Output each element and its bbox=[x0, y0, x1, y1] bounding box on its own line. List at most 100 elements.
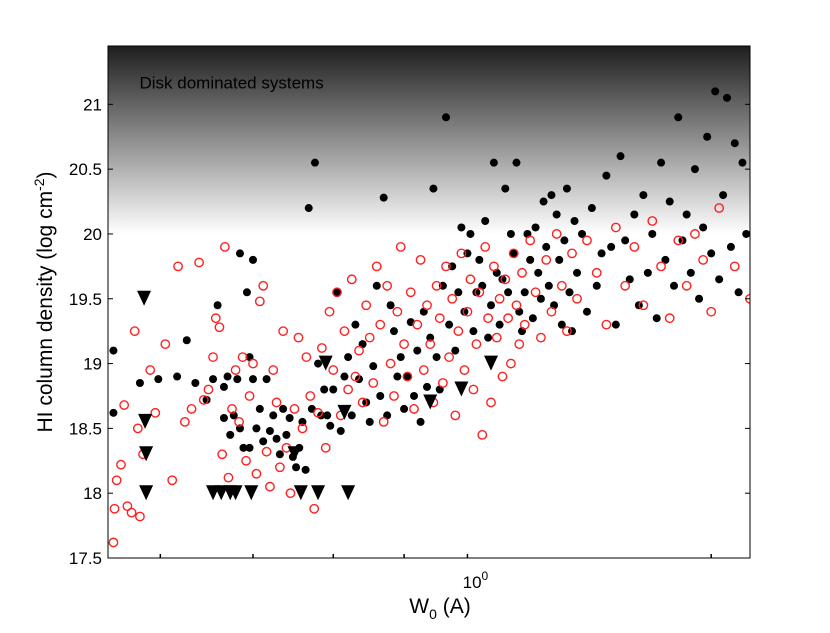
open-circle-point bbox=[179, 416, 190, 427]
filled-circle-point bbox=[534, 268, 543, 277]
filled-circle-point bbox=[248, 255, 257, 264]
open-circle-point bbox=[422, 300, 432, 311]
filled-circle-point bbox=[304, 204, 313, 213]
upper-limit-triangle-point bbox=[228, 485, 243, 501]
open-circle-point bbox=[395, 242, 406, 252]
upper-limit-triangle-point bbox=[139, 446, 154, 462]
open-circle-point bbox=[582, 235, 592, 246]
filled-circle-point bbox=[652, 314, 661, 323]
filled-circle-point bbox=[320, 385, 329, 394]
upper-limit-triangle-point bbox=[341, 485, 356, 501]
open-circle-point bbox=[132, 423, 143, 434]
upper-limit-triangle-point bbox=[423, 394, 438, 410]
filled-circle-point bbox=[723, 93, 732, 102]
open-circle-point bbox=[681, 280, 692, 291]
open-circle-point bbox=[497, 371, 508, 382]
open-circle-point bbox=[261, 446, 272, 457]
filled-circle-point bbox=[255, 404, 264, 413]
open-circle-point bbox=[346, 274, 357, 285]
open-circle-point bbox=[219, 242, 230, 252]
y-tick-label: 20.5 bbox=[69, 160, 102, 179]
upper-limit-triangle-point bbox=[287, 446, 302, 462]
filled-circle-point bbox=[457, 223, 466, 232]
open-circle-point bbox=[368, 378, 379, 388]
upper-limit-triangle-point bbox=[244, 485, 259, 501]
open-circle-point bbox=[271, 397, 282, 408]
filled-circle-point bbox=[512, 158, 521, 167]
filled-circle-point bbox=[259, 437, 268, 446]
filled-circle-point bbox=[542, 242, 551, 251]
filled-circle-point bbox=[182, 336, 191, 345]
open-circle-point bbox=[244, 391, 255, 401]
filled-circle-point bbox=[386, 301, 395, 310]
filled-circle-point bbox=[489, 158, 498, 167]
filled-circle-point bbox=[282, 430, 291, 439]
filled-circle-point bbox=[154, 375, 163, 384]
filled-circle-point bbox=[711, 87, 720, 96]
annotation-disk-dominated: Disk dominated systems bbox=[139, 73, 323, 92]
y-tick-label: 19.5 bbox=[69, 290, 102, 309]
filled-circle-point bbox=[347, 411, 356, 420]
open-circle-point bbox=[389, 391, 399, 401]
filled-circle-point bbox=[592, 281, 601, 290]
plot-area bbox=[107, 45, 751, 559]
filled-circle-point bbox=[520, 288, 529, 297]
open-circle-point bbox=[456, 248, 467, 259]
y-axis-ticks: 17.5 18 18.5 19 19.5 20 20.5 21 bbox=[69, 95, 750, 568]
open-circle-point bbox=[450, 410, 461, 421]
filled-circle-point bbox=[715, 275, 724, 284]
open-circle-point bbox=[385, 358, 396, 369]
open-circle-point bbox=[217, 449, 228, 460]
filled-circle-point bbox=[547, 191, 556, 200]
filled-circle-point bbox=[310, 158, 319, 167]
open-circle-point bbox=[119, 400, 130, 410]
upper-limit-triangle-point bbox=[318, 355, 333, 371]
filled-circle-point bbox=[275, 450, 284, 459]
open-circle-point bbox=[289, 404, 300, 414]
open-circle-point bbox=[150, 407, 161, 418]
filled-circle-point bbox=[695, 294, 704, 303]
filled-circle-point bbox=[239, 443, 248, 452]
open-circle-point bbox=[402, 371, 413, 382]
filled-circle-point bbox=[248, 375, 257, 384]
open-circle-point bbox=[223, 472, 234, 483]
open-circle-point bbox=[354, 345, 364, 356]
filled-circle-point bbox=[451, 346, 460, 355]
filled-circle-point bbox=[223, 372, 232, 381]
filled-circle-point bbox=[597, 249, 606, 258]
open-circle-point bbox=[328, 365, 339, 375]
open-circle-point bbox=[567, 248, 577, 259]
y-tick-label: 17.5 bbox=[69, 549, 102, 568]
filled-circle-point bbox=[686, 268, 695, 277]
open-circle-point bbox=[620, 280, 631, 291]
open-circle-point bbox=[405, 287, 416, 298]
open-circle-point bbox=[441, 261, 451, 272]
open-circle-point bbox=[234, 416, 244, 427]
filled-circle-point bbox=[616, 152, 625, 161]
open-circle-point bbox=[698, 254, 709, 265]
filled-circle-point bbox=[442, 113, 451, 122]
filled-circle-point bbox=[730, 139, 739, 148]
open-circle-point bbox=[210, 313, 221, 324]
filled-circle-point bbox=[611, 320, 620, 329]
open-circle-point bbox=[301, 352, 312, 362]
filled-circle-point bbox=[351, 320, 360, 329]
open-circle-point bbox=[591, 267, 602, 278]
open-circle-point bbox=[514, 339, 525, 350]
open-circle-point bbox=[729, 261, 740, 272]
filled-circle-point bbox=[233, 375, 242, 384]
filled-circle-point bbox=[665, 197, 674, 206]
open-circle-point bbox=[313, 407, 323, 418]
open-circle-point bbox=[474, 287, 485, 298]
filled-circle-point bbox=[707, 249, 716, 258]
filled-circle-point bbox=[484, 333, 493, 342]
filled-circle-point bbox=[423, 382, 432, 391]
filled-circle-point bbox=[135, 379, 144, 388]
filled-circle-point bbox=[501, 184, 510, 193]
filled-circle-point bbox=[396, 353, 405, 362]
filled-circle-point bbox=[630, 210, 639, 219]
y-tick-label: 21 bbox=[83, 95, 102, 114]
filled-circle-point bbox=[333, 288, 342, 297]
open-circle-point bbox=[488, 261, 499, 272]
